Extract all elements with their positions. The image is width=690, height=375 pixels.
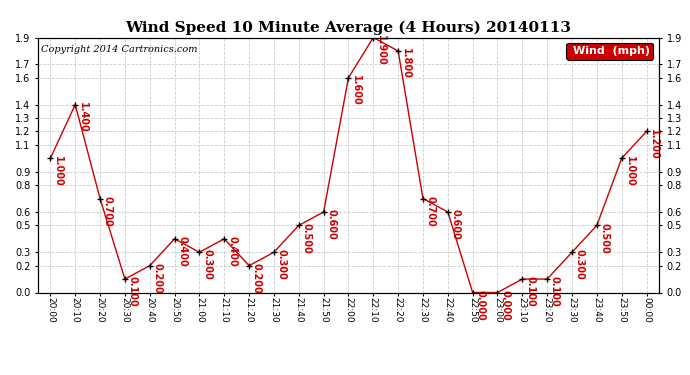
Text: 1.800: 1.800 (401, 48, 411, 79)
Text: 1.400: 1.400 (78, 102, 88, 133)
Text: 0.300: 0.300 (202, 249, 213, 280)
Text: 1.600: 1.600 (351, 75, 362, 106)
Text: 0.000: 0.000 (500, 290, 511, 321)
Text: 0.200: 0.200 (252, 263, 262, 294)
Text: 0.300: 0.300 (277, 249, 287, 280)
Text: 0.400: 0.400 (177, 236, 188, 267)
Text: 1.200: 1.200 (649, 129, 660, 159)
Text: 0.700: 0.700 (426, 196, 436, 226)
Text: 0.500: 0.500 (302, 223, 312, 254)
Text: 0.400: 0.400 (227, 236, 237, 267)
Text: 0.100: 0.100 (525, 276, 535, 307)
Text: 0.500: 0.500 (600, 223, 610, 254)
Text: 0.000: 0.000 (475, 290, 486, 321)
Text: 0.200: 0.200 (152, 263, 163, 294)
Text: Copyright 2014 Cartronics.com: Copyright 2014 Cartronics.com (41, 45, 197, 54)
Text: 0.100: 0.100 (128, 276, 138, 307)
Text: 1.900: 1.900 (376, 35, 386, 66)
Legend: Wind  (mph): Wind (mph) (566, 43, 653, 60)
Text: 1.000: 1.000 (624, 156, 635, 186)
Text: 1.000: 1.000 (53, 156, 63, 186)
Text: 0.300: 0.300 (575, 249, 585, 280)
Text: 0.100: 0.100 (550, 276, 560, 307)
Text: 0.700: 0.700 (103, 196, 113, 226)
Text: 0.600: 0.600 (451, 209, 461, 240)
Title: Wind Speed 10 Minute Average (4 Hours) 20140113: Wind Speed 10 Minute Average (4 Hours) 2… (126, 21, 571, 35)
Text: 0.600: 0.600 (326, 209, 337, 240)
